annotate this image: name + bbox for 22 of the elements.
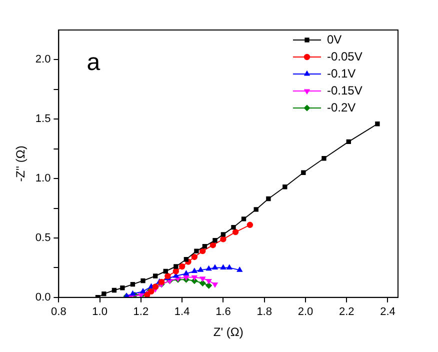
- x-tick-label: 1.4: [174, 306, 190, 318]
- legend-label: -0.15V: [327, 83, 362, 98]
- legend-label: -0.1V: [327, 66, 356, 80]
- x-tick-label: 1.6: [216, 306, 231, 318]
- x-tick-label: 2.0: [298, 306, 314, 318]
- legend-label: -0.2V: [327, 100, 356, 114]
- x-tick-label: 1.0: [92, 306, 108, 318]
- y-axis-title: -Z'' (Ω): [14, 146, 28, 182]
- annotation: a: [86, 49, 101, 76]
- y-tick-label: 0.5: [35, 232, 51, 244]
- x-tick-label: 0.8: [51, 306, 66, 318]
- x-tick-label: 1.8: [256, 306, 272, 318]
- x-axis-title: Z' (Ω): [213, 325, 244, 340]
- legend-label: 0V: [327, 32, 342, 46]
- legend-label: -0.05V: [327, 49, 362, 64]
- y-tick-label: 1.5: [35, 113, 51, 126]
- y-tick-label: 1.0: [35, 172, 51, 185]
- y-tick-label: 0.0: [35, 291, 51, 304]
- x-tick-label: 2.4: [380, 306, 396, 318]
- x-tick-label: 1.2: [133, 306, 149, 318]
- y-tick-label: 2.0: [35, 54, 51, 66]
- x-tick-label: 2.2: [338, 306, 354, 318]
